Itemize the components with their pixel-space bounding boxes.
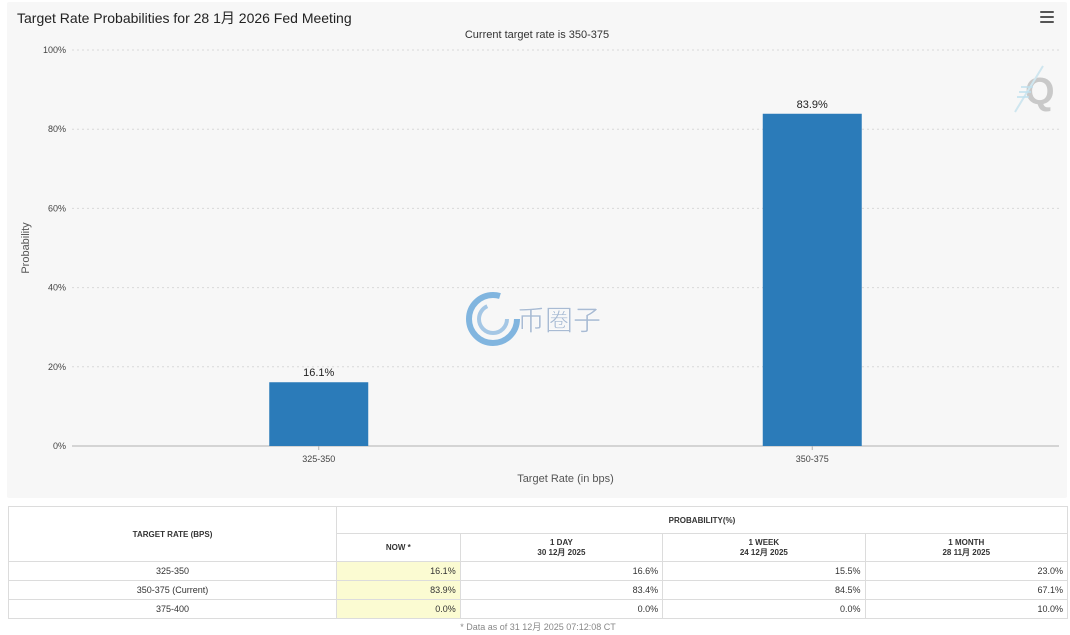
column-date: 24 12月 2025 (739, 547, 788, 557)
row-target-rate: 350-375 (Current) (7, 580, 338, 600)
column-label: 1 DAY (550, 537, 573, 547)
row-probability-cell: 83.9% (336, 580, 461, 600)
column-date: 30 12月 2025 (537, 547, 586, 557)
y-tick-label: 20% (48, 362, 66, 372)
data-timestamp-footnote: * Data as of 31 12月 2025 07:12:08 CT (460, 622, 616, 632)
x-tick-label: 325-350 (302, 454, 335, 464)
chart-panel: Target Rate Probabilities for 28 1月 2026… (7, 2, 1067, 498)
row-probability-cell: 10.0% (864, 599, 1069, 619)
data-label: 16.1% (303, 367, 334, 379)
row-target-rate: 325-350 (7, 561, 338, 581)
probability-table: TARGET RATE (BPS) PROBABILITY(%) NOW * 1 … (7, 506, 1069, 619)
row-probability-cell: 16.6% (459, 561, 664, 581)
column-date: 28 11月 2025 (942, 547, 991, 557)
y-axis-title: Probability (20, 222, 32, 274)
column-label: 1 WEEK (748, 537, 780, 547)
table-row: 375-400 0.0% 0.0% 0.0% 10.0% (7, 599, 1069, 619)
bar-350-375 (762, 113, 862, 447)
chart-title: Target Rate Probabilities for 28 1月 2026… (17, 10, 352, 26)
y-tick-label: 60% (48, 203, 66, 213)
bar-325-350 (269, 382, 369, 446)
hamburger-menu-icon[interactable] (1040, 11, 1054, 23)
row-probability-cell: 0.0% (459, 599, 664, 619)
row-probability-cell: 83.4% (459, 580, 664, 600)
data-label: 83.9% (797, 99, 828, 111)
row-probability-cell: 84.5% (662, 580, 866, 600)
y-tick-label: 100% (43, 45, 66, 55)
x-tick-label: 350-375 (796, 454, 829, 464)
row-probability-cell: 0.0% (662, 599, 866, 619)
column-header-3: 1 MONTH 28 11月 2025 (864, 533, 1069, 562)
header-target-rate: TARGET RATE (BPS) (7, 506, 338, 562)
bar-chart: 0% 20% 40% 60% 80% 100% 16.1% 325-350 83.9% 350-3… (20, 45, 1059, 485)
chart-subtitle: Current target rate is 350-375 (464, 29, 610, 41)
row-target-rate: 375-400 (7, 599, 338, 619)
x-axis-title: Target Rate (in bps) (517, 473, 614, 485)
y-tick-label: 40% (48, 283, 66, 293)
column-header-0: NOW * (336, 533, 461, 562)
row-probability-cell: 16.1% (336, 561, 461, 581)
column-label: 1 MONTH (948, 537, 985, 547)
row-probability-cell: 67.1% (864, 580, 1069, 600)
row-probability-cell: 15.5% (662, 561, 866, 581)
row-probability-cell: 23.0% (864, 561, 1069, 581)
header-probability: PROBABILITY(%) (336, 506, 1068, 534)
y-tick-label: 80% (48, 124, 66, 134)
svg-text:币圈子: 币圈子 (517, 304, 601, 337)
column-header-2: 1 WEEK 24 12月 2025 (662, 533, 866, 562)
bitcoin-circle-watermark-icon: 币圈子 (466, 292, 601, 346)
column-header-1: 1 DAY 30 12月 2025 (459, 533, 664, 562)
table-row: 350-375 (Current) 83.9% 83.4% 84.5% 67.1% (7, 580, 1069, 600)
row-probability-cell: 0.0% (336, 599, 461, 619)
table-row: 325-350 16.1% 16.6% 15.5% 23.0% (7, 561, 1069, 581)
q-logo-watermark-icon: Q (1014, 65, 1055, 113)
y-tick-label: 0% (53, 441, 66, 451)
column-label: NOW * (385, 543, 411, 552)
